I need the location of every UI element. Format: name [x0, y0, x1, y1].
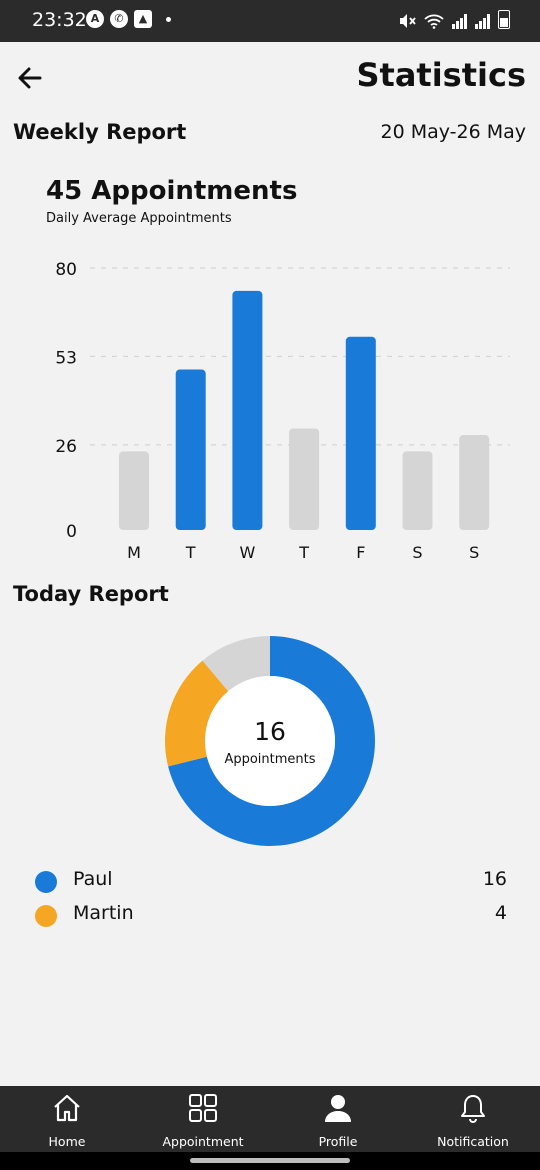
- bar[interactable]: [289, 428, 320, 530]
- battery-icon: [498, 10, 510, 29]
- legend-color-dot: [35, 871, 57, 893]
- status-bar: 23:32 A ✆ ▲: [0, 0, 540, 42]
- legend-name: Paul: [73, 868, 113, 890]
- today-report-heading: Today Report: [13, 582, 169, 606]
- nav-notification[interactable]: Notification: [413, 1086, 533, 1152]
- y-tick-label: 26: [55, 437, 77, 457]
- notification-icons: A ✆ ▲: [86, 10, 171, 28]
- nav-profile[interactable]: Profile: [278, 1086, 398, 1152]
- y-tick-label: 0: [66, 522, 77, 542]
- legend-color-dot: [35, 905, 57, 927]
- legend-count: 4: [494, 902, 507, 924]
- y-tick-label: 53: [55, 348, 77, 368]
- x-tick-label: T: [298, 543, 309, 562]
- system-status-icons: [398, 10, 510, 29]
- gesture-area: [0, 1152, 540, 1170]
- bar[interactable]: [459, 435, 490, 530]
- status-time: 23:32: [32, 9, 87, 31]
- appointments-subtitle: Daily Average Appointments: [46, 211, 232, 226]
- nav-label: Appointment: [162, 1134, 244, 1149]
- donut-center-value: 16: [254, 717, 286, 746]
- bar[interactable]: [175, 369, 206, 530]
- weekly-report-heading: Weekly Report: [13, 120, 187, 144]
- home-icon: [54, 1094, 80, 1122]
- gallery-icon: ▲: [134, 10, 152, 28]
- bar[interactable]: [345, 336, 376, 530]
- nav-label: Notification: [437, 1134, 509, 1149]
- today-donut-chart: [165, 636, 375, 847]
- x-tick-label: F: [356, 543, 365, 562]
- whatsapp-icon: ✆: [110, 10, 128, 28]
- legend-name: Martin: [73, 902, 134, 924]
- gesture-handle[interactable]: [190, 1158, 350, 1163]
- mute-icon: [400, 14, 416, 28]
- signal-icon: [452, 13, 467, 29]
- signal-icon: [475, 13, 490, 29]
- donut-slice-other[interactable]: [202, 636, 270, 692]
- legend-count: 16: [482, 868, 507, 890]
- grid-icon: [189, 1094, 217, 1122]
- donut-slice-paul[interactable]: [168, 636, 375, 847]
- legend-item-martin: Martin 4: [0, 902, 540, 936]
- app-notification-icon: A: [86, 10, 104, 28]
- nav-label: Profile: [318, 1134, 358, 1149]
- x-tick-label: W: [239, 543, 255, 562]
- x-tick-label: S: [412, 543, 422, 562]
- bar[interactable]: [402, 451, 433, 530]
- x-tick-label: M: [127, 543, 141, 562]
- nav-appointment[interactable]: Appointment: [143, 1086, 263, 1152]
- bottom-navigation: Home Appointment Profile Notification: [0, 1086, 540, 1152]
- back-arrow-icon[interactable]: [14, 62, 46, 94]
- y-tick-label: 80: [55, 260, 77, 280]
- donut-hole: [205, 676, 335, 806]
- donut-slice-martin[interactable]: [165, 660, 229, 767]
- weekly-bar-chart: 0 26 53 80 M T W T F S S: [55, 260, 510, 562]
- more-notifications-dot-icon: [166, 16, 171, 22]
- legend-item-paul: Paul 16: [0, 868, 540, 902]
- bell-icon: [461, 1095, 485, 1123]
- person-icon: [325, 1095, 351, 1122]
- x-tick-label: S: [469, 543, 479, 562]
- bar[interactable]: [119, 451, 149, 530]
- x-tick-label: T: [185, 543, 196, 562]
- page-title: Statistics: [356, 56, 526, 94]
- appointments-total: 45 Appointments: [46, 176, 298, 206]
- nav-label: Home: [48, 1134, 86, 1149]
- bar[interactable]: [232, 290, 263, 530]
- date-range[interactable]: 20 May-26 May: [380, 121, 526, 143]
- wifi-icon: [424, 14, 444, 29]
- nav-home[interactable]: Home: [7, 1086, 127, 1152]
- donut-center-caption: Appointments: [224, 752, 316, 767]
